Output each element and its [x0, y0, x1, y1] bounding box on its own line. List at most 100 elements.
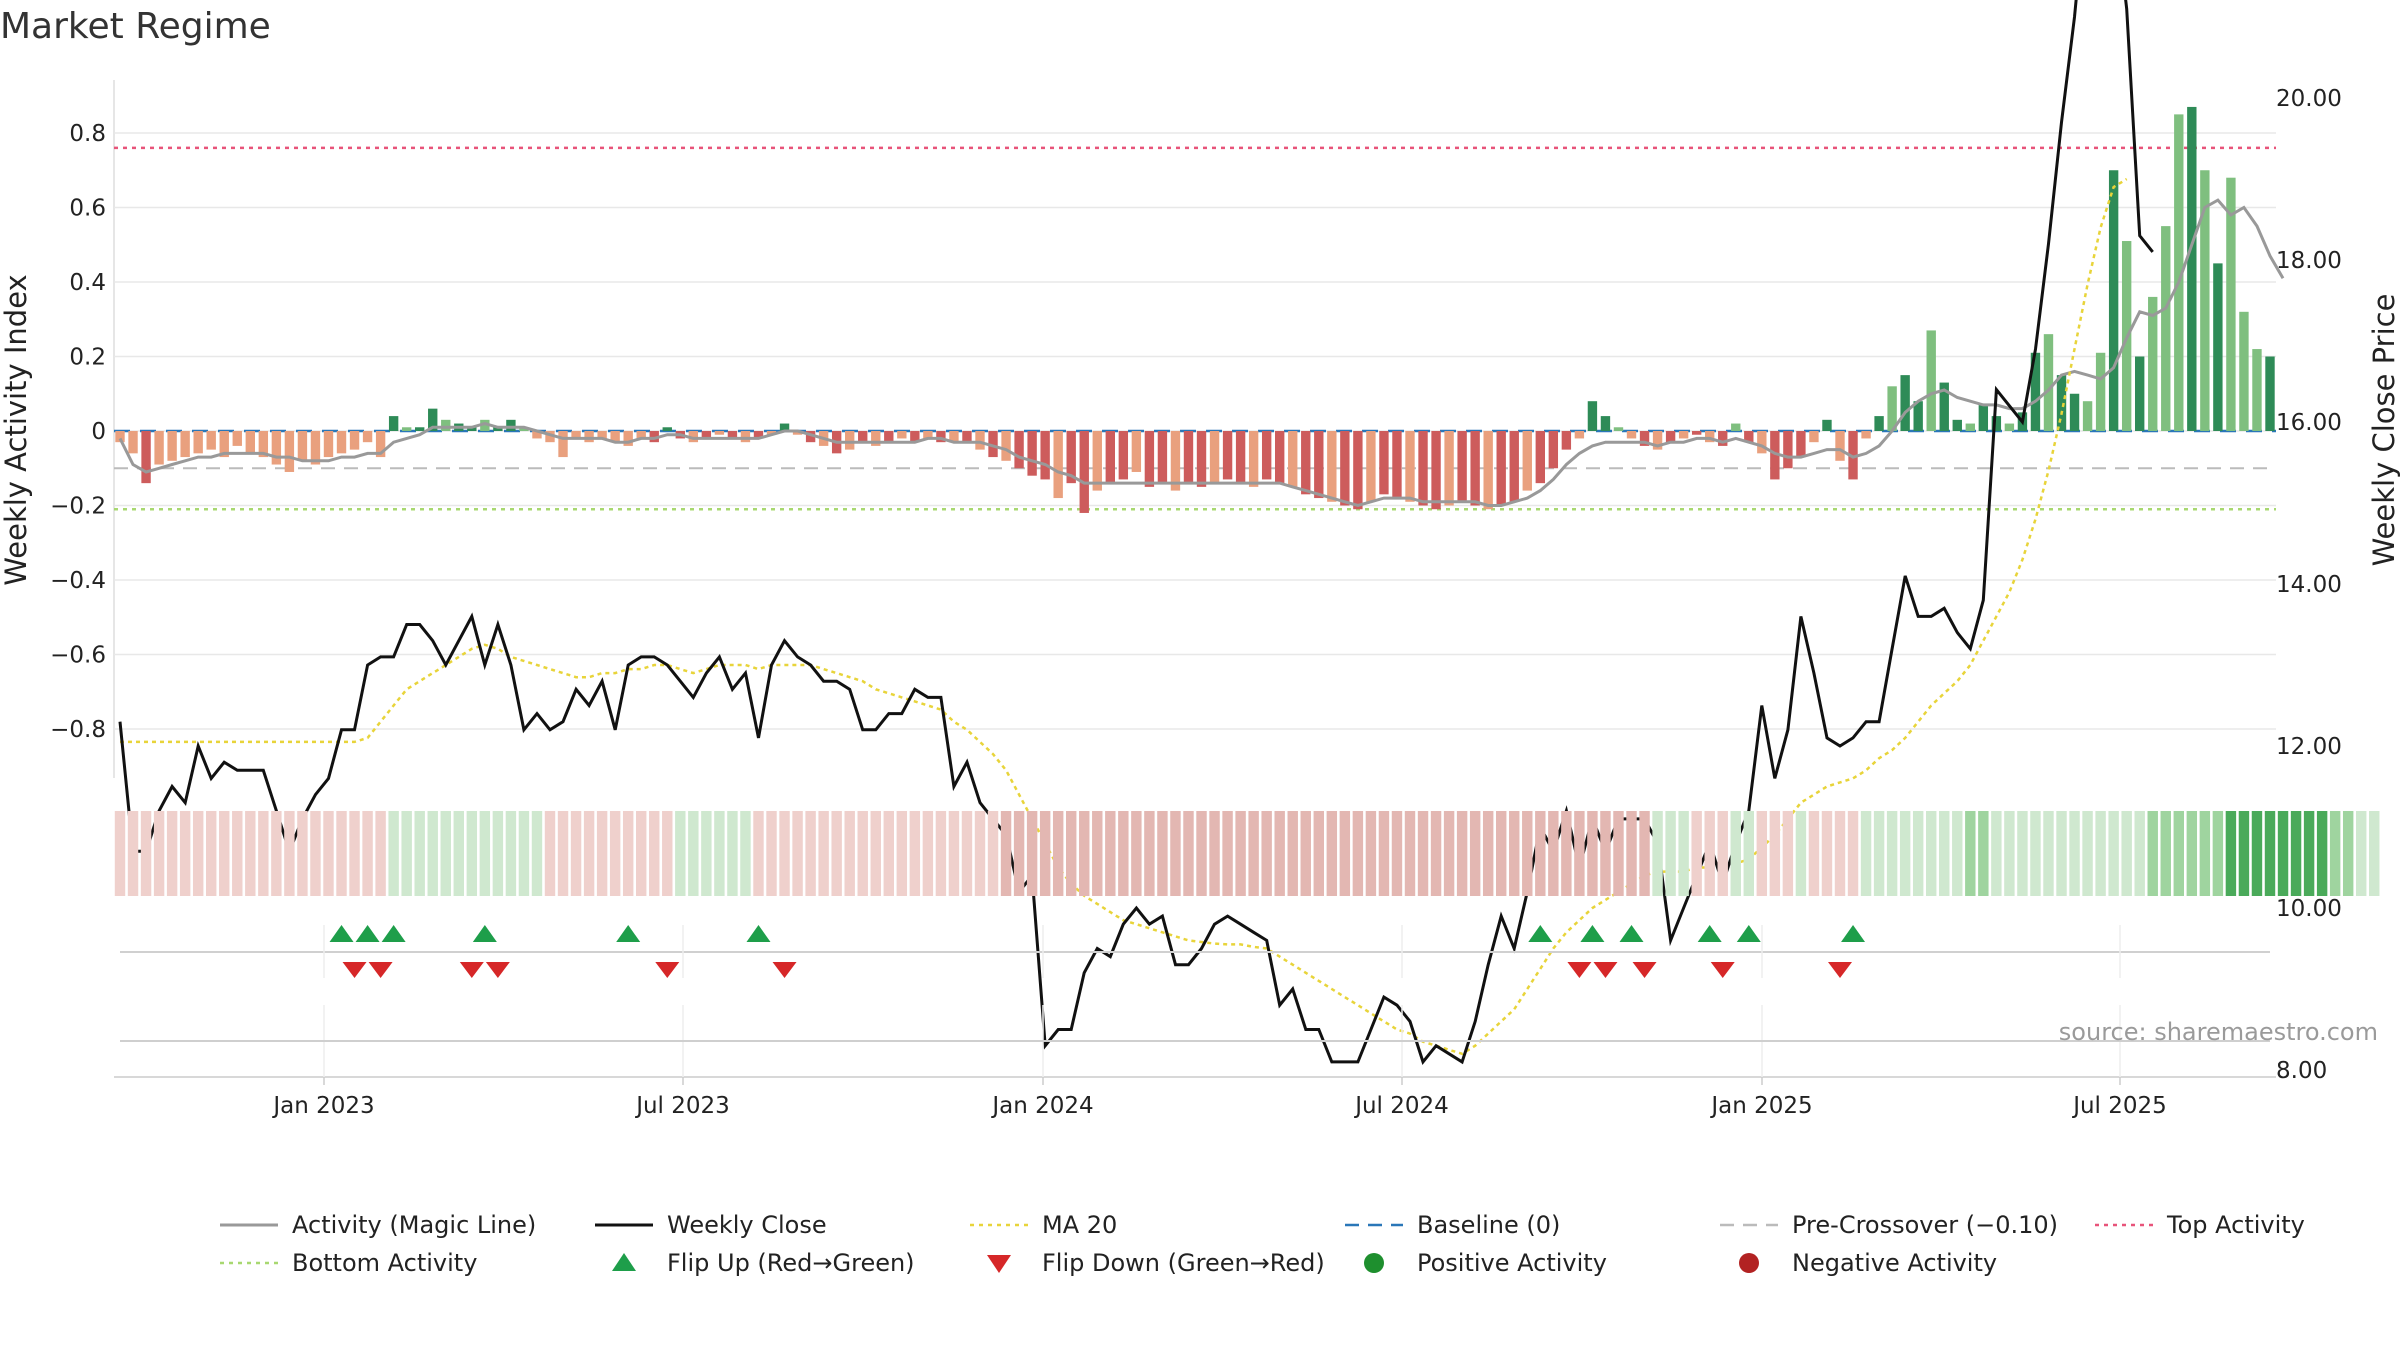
activity-bar: [623, 431, 633, 446]
legend-label: Activity (Magic Line): [292, 1211, 536, 1239]
activity-bar: [467, 427, 477, 431]
right-axis-ticks: 24.0022.0020.0018.0016.0014.0012.0010.00…: [2276, 86, 2342, 1084]
heat-strip-cell: [714, 811, 725, 896]
heat-strip-cell: [688, 811, 699, 896]
activity-bar: [1705, 431, 1715, 443]
activity-bar: [1157, 431, 1168, 484]
activity-bar: [1783, 431, 1793, 469]
activity-bar: [180, 431, 190, 458]
activity-bar: [1131, 431, 1142, 472]
left-tick-label: 0: [91, 419, 106, 445]
activity-bar: [1861, 431, 1871, 439]
activity-bar: [1001, 431, 1011, 461]
legend-swatch: [1739, 1253, 1759, 1273]
activity-bar: [323, 431, 334, 458]
activity-bar: [1392, 431, 1402, 499]
flip-down-marker: [655, 962, 680, 978]
activity-bar: [1053, 431, 1063, 499]
activity-bar: [2108, 170, 2119, 431]
heat-strip-cell: [1535, 811, 1546, 896]
flip-up-marker: [381, 925, 406, 942]
flip-down-marker: [342, 962, 367, 978]
heat-strip-cell: [153, 811, 165, 896]
x-tick-label: Jul 2023: [634, 1093, 730, 1119]
activity-bar: [923, 431, 933, 439]
heat-strip-cell: [518, 811, 530, 896]
flip-down-marker: [485, 962, 510, 978]
activity-bar: [1639, 431, 1650, 446]
heat-strip-cell: [2004, 811, 2015, 896]
flip-up-marker: [616, 925, 641, 942]
heat-strip-cell: [636, 811, 647, 896]
activity-bar: [480, 419, 490, 431]
heat-strip-cell: [284, 811, 295, 896]
x-tick-label: Jul 2025: [2071, 1093, 2167, 1119]
activity-bar: [858, 431, 868, 443]
heat-strip-cell: [258, 811, 269, 896]
legend-swatch: [612, 1253, 636, 1271]
heat-strip-cell: [1118, 811, 1129, 896]
heat-strip-cell: [1782, 811, 1794, 896]
heat-strip-cell: [1639, 811, 1650, 896]
heat-strip-cell: [544, 811, 556, 896]
heat-strip-cell: [232, 811, 243, 896]
heat-strip-cell: [1652, 811, 1663, 896]
heat-strip-cell: [349, 811, 360, 896]
heat-strip-cell: [844, 811, 855, 896]
heat-strip-cell: [2030, 811, 2041, 896]
activity-bar: [584, 431, 594, 443]
x-tick-label: Jul 2024: [1353, 1093, 1449, 1119]
activity-bar: [1613, 427, 1624, 431]
heat-strip-cell: [649, 811, 660, 896]
heat-strip-cell: [831, 811, 842, 896]
left-tick-label: −0.8: [50, 717, 106, 743]
heat-strip-cell: [961, 811, 973, 896]
heat-strip-cell: [192, 811, 204, 896]
activity-bar: [662, 427, 672, 431]
heat-strip-cell: [2173, 811, 2184, 896]
flip-down-marker: [772, 962, 797, 978]
activity-bar: [401, 427, 412, 431]
heat-strip-cell: [1678, 811, 1689, 896]
flip-up-marker: [746, 925, 771, 942]
heat-strip-cell: [1013, 811, 1025, 896]
left-tick-label: −0.2: [50, 494, 106, 520]
heat-strip-cell: [1873, 811, 1885, 896]
activity-bar: [193, 431, 203, 454]
activity-bar: [297, 431, 308, 461]
heat-strip-cell: [310, 811, 321, 896]
weekly-close-line: [118, 0, 2154, 1066]
heat-strip-cell: [2342, 811, 2354, 896]
flip-down-marker: [1567, 962, 1592, 978]
flip-down-marker: [1593, 962, 1618, 978]
heat-strip-cell: [948, 811, 960, 896]
heat-strip-cell: [1769, 811, 1781, 896]
flip-down-marker: [459, 962, 484, 978]
heat-strip-cell: [297, 811, 308, 896]
activity-bar: [1496, 431, 1506, 506]
heat-strip-cell: [479, 811, 491, 896]
activity-bar: [766, 431, 777, 435]
heat-strip-cell: [1509, 811, 1520, 896]
heat-strip-cell: [1561, 811, 1572, 896]
activity-bar: [1900, 375, 1910, 431]
activity-bar: [428, 408, 438, 431]
activity-bar: [362, 431, 373, 443]
heat-strip-cell: [1052, 811, 1064, 896]
flip-down-marker: [1632, 962, 1657, 978]
series-lines: [118, 0, 2285, 1066]
reference-lines: [114, 146, 2276, 511]
heat-strip-cell: [1131, 811, 1142, 896]
activity-bar: [1340, 431, 1350, 506]
flip-markers-panel: [120, 925, 2270, 1077]
activity-bar: [349, 431, 360, 450]
heat-strip-cell: [1939, 811, 1950, 896]
activity-bar: [597, 431, 607, 439]
activity-bar: [1483, 431, 1493, 510]
heat-strip-cell: [1287, 811, 1298, 896]
heat-strip-cell: [2369, 811, 2380, 896]
heat-strip-cell: [2121, 811, 2132, 896]
flip-up-marker: [1580, 925, 1605, 942]
heat-strip-cell: [1600, 811, 1611, 896]
heat-strip-cell: [1183, 811, 1194, 896]
